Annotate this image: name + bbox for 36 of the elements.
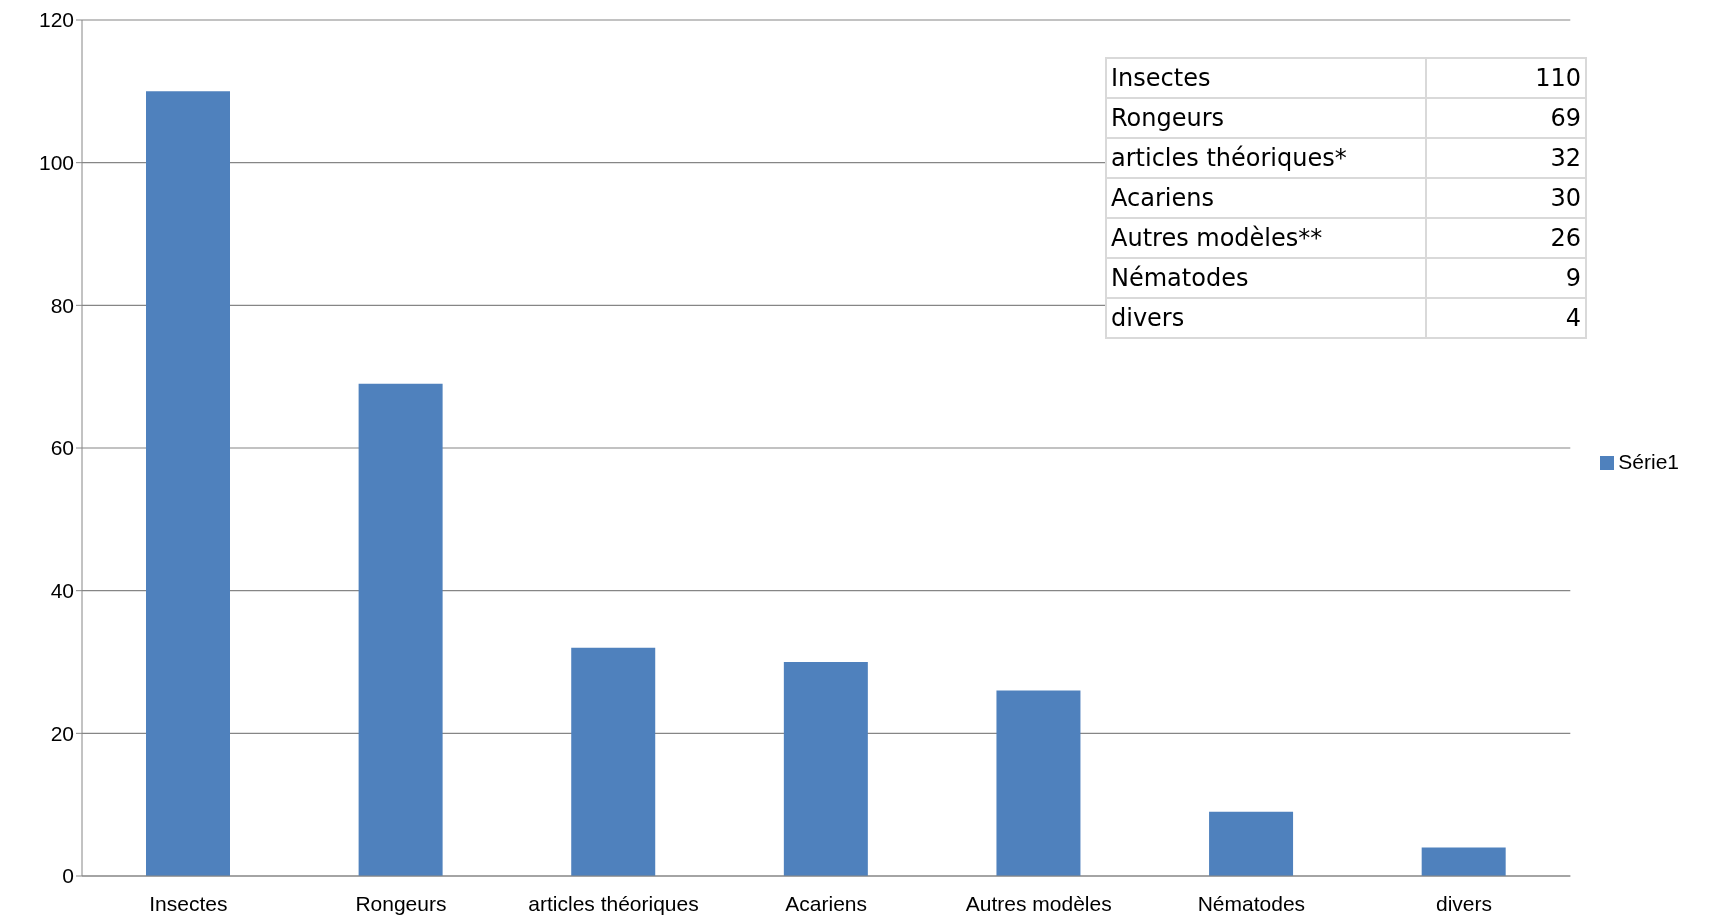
- annotation: 30: [1426, 178, 1586, 218]
- bar: [146, 91, 230, 876]
- annotation: 32: [1426, 138, 1586, 178]
- bar: [571, 647, 656, 876]
- annotation: Nématodes: [1106, 258, 1426, 298]
- annotation: Rongeurs: [1106, 98, 1426, 138]
- y-tick-label: 60: [50, 436, 74, 460]
- x-tick-label: divers: [1435, 891, 1493, 915]
- annotation: Insectes: [1106, 58, 1426, 98]
- annotation: articles théoriques*: [1106, 138, 1426, 178]
- annotation: 26: [1426, 218, 1586, 258]
- bar: [1209, 811, 1294, 876]
- y-tick-label: 20: [50, 721, 74, 745]
- annotation: Autres modèles**: [1106, 218, 1426, 258]
- annotation: 110: [1426, 58, 1586, 98]
- bar: [996, 690, 1081, 876]
- bar: [783, 662, 868, 876]
- annotation: Acariens: [1106, 178, 1426, 218]
- x-tick-label: Acariens: [785, 891, 867, 915]
- annotation: 4: [1426, 298, 1586, 338]
- annotation: 69: [1426, 98, 1586, 138]
- bar: [1421, 847, 1506, 876]
- annotation: 9: [1426, 258, 1586, 298]
- y-tick-label: 120: [38, 8, 74, 32]
- x-tick-label: articles théoriques: [528, 891, 699, 915]
- y-tick-label: 40: [50, 579, 74, 603]
- x-tick-label: Insectes: [149, 891, 228, 915]
- bar: [358, 383, 443, 876]
- x-tick-label: Nématodes: [1197, 891, 1306, 915]
- x-tick-label: Rongeurs: [355, 891, 447, 915]
- annotation: divers: [1106, 298, 1426, 338]
- y-tick-label: 0: [62, 864, 74, 888]
- y-tick-label: 100: [38, 151, 74, 175]
- x-tick-label: Autres modèles: [965, 891, 1112, 915]
- y-tick-label: 80: [50, 293, 74, 317]
- legend-label: Série1: [1618, 450, 1679, 473]
